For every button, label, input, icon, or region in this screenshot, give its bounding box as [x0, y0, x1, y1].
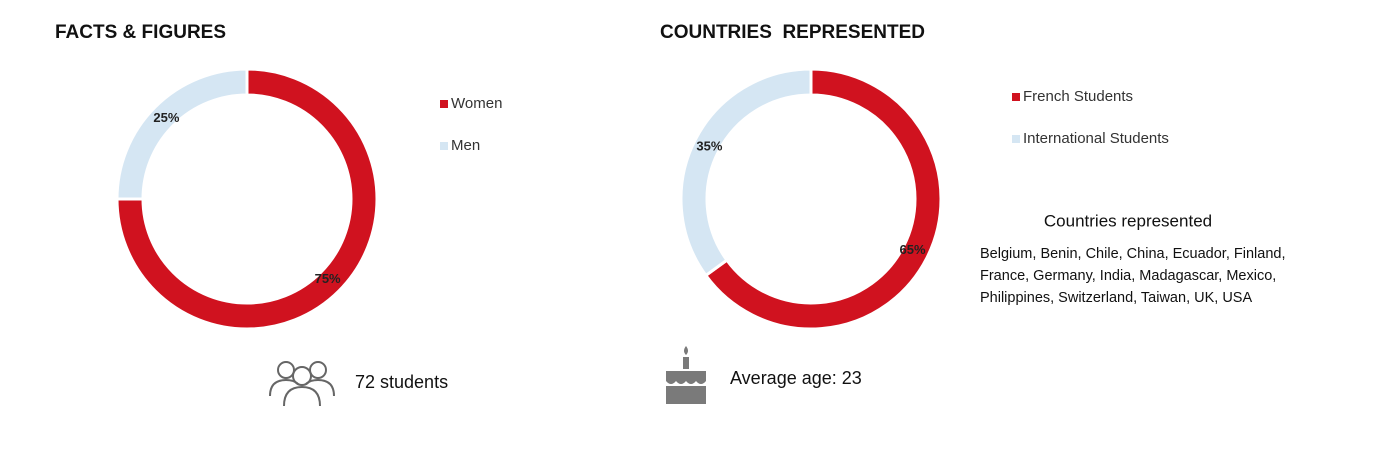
countries-heading: Countries represented	[1044, 211, 1212, 230]
countries-line: Philippines, Switzerland, Taiwan, UK, US…	[980, 290, 1252, 306]
countries-line: France, Germany, India, Madagascar, Mexi…	[980, 268, 1276, 284]
chart-title: FACTS & FIGURES	[55, 22, 226, 43]
donut-segment	[115, 67, 249, 201]
donut-segment	[679, 67, 813, 278]
countries-line: Belgium, Benin, Chile, China, Ecuador, F…	[980, 246, 1285, 262]
donut-segment	[703, 67, 943, 331]
legend-swatch	[440, 142, 448, 150]
donut-segment	[115, 67, 379, 331]
students-count: 72 students	[355, 372, 448, 392]
data-label: 65%	[900, 242, 926, 257]
average-age: Average age: 23	[730, 368, 862, 388]
legend-label: Women	[451, 95, 502, 112]
data-label: 75%	[315, 271, 341, 286]
data-label: 25%	[153, 110, 179, 125]
legend-swatch	[440, 100, 448, 108]
legend-swatch	[1012, 135, 1020, 143]
people-icon	[269, 361, 335, 407]
chart-title: COUNTRIES REPRESENTED	[660, 22, 925, 43]
cake-icon	[666, 346, 706, 404]
legend-label: Men	[451, 137, 480, 154]
data-label: 35%	[696, 139, 722, 154]
legend-swatch	[1012, 93, 1020, 101]
legend-label: International Students	[1023, 130, 1169, 147]
legend-label: French Students	[1023, 88, 1133, 105]
